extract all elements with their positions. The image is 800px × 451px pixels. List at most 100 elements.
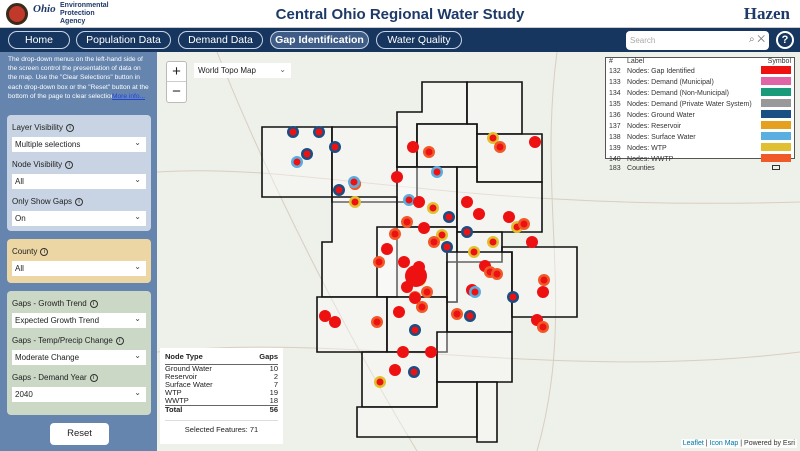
map-canvas[interactable]: [157, 52, 800, 451]
gap-marker[interactable]: [429, 204, 437, 212]
gap-marker[interactable]: [409, 143, 417, 151]
table-row[interactable]: Reservoir 2: [165, 372, 278, 381]
gap-marker[interactable]: [427, 348, 435, 356]
gap-marker[interactable]: [351, 198, 359, 206]
gap-marker[interactable]: [315, 128, 323, 136]
more-info-link[interactable]: More info...: [112, 91, 145, 102]
gap-marker[interactable]: [331, 143, 339, 151]
gap-marker[interactable]: [445, 213, 453, 221]
gap-marker[interactable]: [303, 150, 311, 158]
table-row[interactable]: Ground Water 10: [165, 364, 278, 373]
gap-marker[interactable]: [418, 303, 426, 311]
gap-marker[interactable]: [400, 258, 408, 266]
gap-marker[interactable]: [391, 230, 399, 238]
gap-marker[interactable]: [395, 308, 403, 316]
gap-marker[interactable]: [376, 378, 384, 386]
gap-marker[interactable]: [289, 128, 297, 136]
legend-symbol: [761, 154, 791, 163]
gap-marker[interactable]: [489, 134, 497, 142]
gap-marker[interactable]: [331, 318, 339, 326]
gap-marker[interactable]: [505, 213, 513, 221]
table-row[interactable]: Surface Water 7: [165, 380, 278, 389]
gap-marker[interactable]: [466, 312, 474, 320]
gap-marker[interactable]: [475, 210, 483, 218]
icon-map-link[interactable]: Icon Map: [709, 440, 739, 447]
gap-marker[interactable]: [375, 258, 383, 266]
gap-marker[interactable]: [539, 323, 547, 331]
growth-trend-select[interactable]: Expected Growth Trend ⌄: [12, 313, 146, 328]
basemap-select[interactable]: World Topo Map ⌄: [194, 63, 291, 78]
gap-marker[interactable]: [463, 198, 471, 206]
only-show-gaps-select[interactable]: On ⌄: [12, 211, 146, 226]
gap-marker[interactable]: [493, 270, 501, 278]
gap-marker[interactable]: [399, 348, 407, 356]
reset-button[interactable]: Reset: [50, 423, 109, 445]
table-row[interactable]: WTP 19: [165, 388, 278, 397]
table-row[interactable]: WWTP 18: [165, 396, 278, 405]
county-select[interactable]: All ⌄: [12, 261, 146, 276]
gap-marker[interactable]: [383, 245, 391, 253]
gap-marker[interactable]: [350, 178, 358, 186]
gap-marker[interactable]: [433, 168, 441, 176]
tab-gap-identification[interactable]: Gap Identification: [270, 31, 369, 49]
temp-precip-select[interactable]: Moderate Change ⌄: [12, 350, 146, 365]
gap-marker[interactable]: [489, 238, 497, 246]
search-icon[interactable]: ⌕: [748, 34, 755, 45]
gap-marker[interactable]: [411, 294, 419, 302]
gap-marker[interactable]: [410, 368, 418, 376]
gap-marker[interactable]: [420, 224, 428, 232]
info-icon[interactable]: i: [40, 248, 49, 256]
tab-population-data[interactable]: Population Data: [76, 31, 171, 49]
gap-marker[interactable]: [539, 288, 547, 296]
gap-marker[interactable]: [391, 366, 399, 374]
node-visibility-select[interactable]: All ⌄: [12, 174, 146, 189]
gap-marker[interactable]: [471, 288, 479, 296]
gap-marker[interactable]: [405, 265, 427, 287]
gap-marker[interactable]: [373, 318, 381, 326]
gap-marker[interactable]: [540, 276, 548, 284]
gap-marker[interactable]: [425, 148, 433, 156]
help-button[interactable]: ?: [776, 31, 794, 49]
info-icon[interactable]: i: [75, 198, 84, 206]
gap-marker[interactable]: [531, 138, 539, 146]
gap-marker[interactable]: [393, 173, 401, 181]
search-input[interactable]: Search ⌕ ✕: [626, 31, 769, 50]
zoom-in-button[interactable]: +: [167, 62, 186, 82]
layer-visibility-select[interactable]: Multiple selections ⌄: [12, 137, 146, 152]
tab-home[interactable]: Home: [8, 31, 70, 49]
info-icon[interactable]: i: [65, 124, 74, 132]
tab-demand-data[interactable]: Demand Data: [178, 31, 263, 49]
map[interactable]: + − World Topo Map ⌄ # Label Symbol 132 Node…: [157, 52, 800, 451]
gap-marker[interactable]: [405, 196, 413, 204]
chevron-down-icon: ⌄: [279, 65, 286, 74]
zoom-out-button[interactable]: −: [172, 83, 181, 100]
gap-marker[interactable]: [335, 186, 343, 194]
info-icon[interactable]: i: [65, 161, 74, 169]
info-icon[interactable]: i: [89, 300, 98, 308]
gap-marker[interactable]: [453, 310, 461, 318]
demand-year-select[interactable]: 2040 ⌄: [12, 387, 146, 402]
gap-marker[interactable]: [533, 316, 541, 324]
gap-marker[interactable]: [438, 231, 446, 239]
gap-marker[interactable]: [520, 220, 528, 228]
info-icon[interactable]: i: [89, 374, 98, 382]
gap-marker[interactable]: [509, 293, 517, 301]
gap-marker[interactable]: [496, 143, 504, 151]
gap-marker[interactable]: [411, 326, 419, 334]
gap-marker[interactable]: [430, 238, 438, 246]
tab-water-quality[interactable]: Water Quality: [376, 31, 462, 49]
county-label: County i: [12, 247, 146, 257]
gap-marker[interactable]: [463, 228, 471, 236]
gap-marker[interactable]: [443, 243, 451, 251]
gap-marker[interactable]: [528, 238, 536, 246]
leaflet-link[interactable]: Leaflet: [682, 440, 704, 447]
gap-marker[interactable]: [423, 288, 431, 296]
clear-icon[interactable]: ✕: [757, 34, 765, 45]
info-icon[interactable]: i: [115, 337, 124, 345]
gap-marker[interactable]: [415, 198, 423, 206]
gap-marker[interactable]: [321, 312, 329, 320]
gap-marker[interactable]: [470, 248, 478, 256]
gap-marker[interactable]: [293, 158, 301, 166]
gap-marker[interactable]: [403, 218, 411, 226]
gap-marker[interactable]: [403, 283, 411, 291]
